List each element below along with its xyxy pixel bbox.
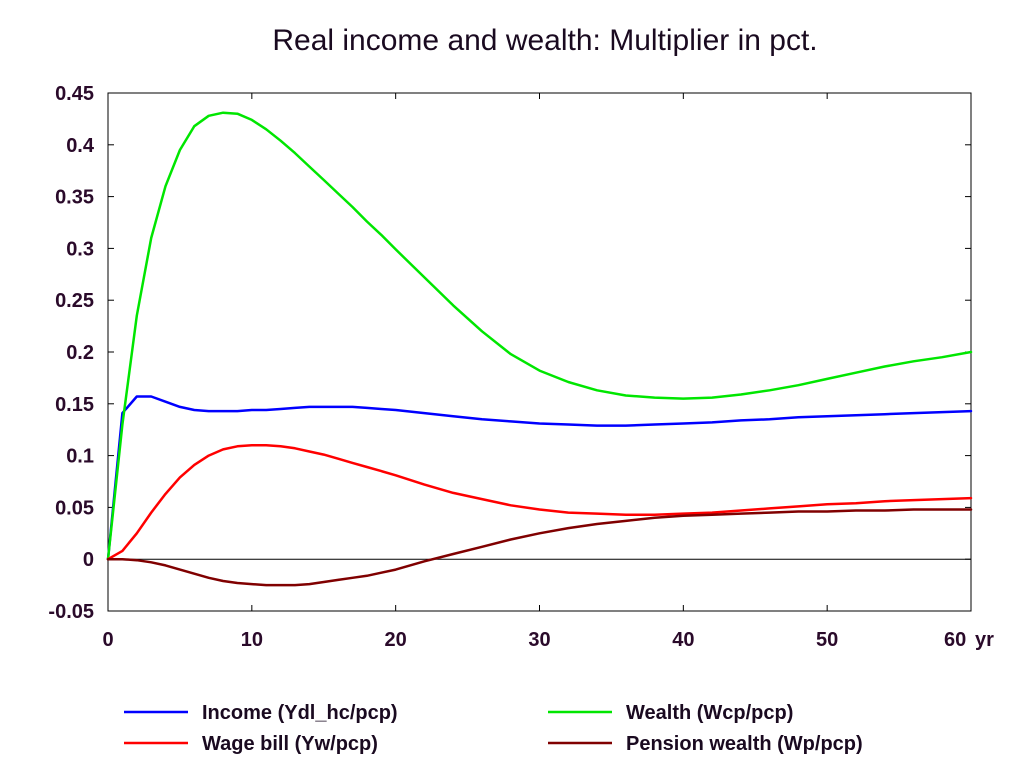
x-tick-label: 40 — [672, 629, 694, 651]
series-line-2 — [106, 443, 973, 561]
legend-label-0: Income (Ydl_hc/pcp) — [202, 702, 398, 724]
y-tick-label: 0.15 — [55, 394, 94, 416]
y-tick-label: 0.35 — [55, 187, 94, 209]
y-tick-label: 0 — [83, 549, 94, 571]
x-unit-label: yr — [975, 629, 994, 651]
x-tick-label: 0 — [102, 629, 113, 651]
x-tick-label: 10 — [241, 629, 263, 651]
series-line-3 — [106, 508, 973, 587]
legend-label-2: Wage bill (Yw/pcp) — [202, 733, 378, 755]
series-lines — [106, 111, 973, 587]
x-axis: 0 10 20 30 40 50 60 yr — [102, 93, 994, 651]
y-tick-label: 0.05 — [55, 497, 94, 519]
y-tick-label: 0.2 — [66, 342, 94, 364]
legend-label-1: Wealth (Wcp/pcp) — [626, 702, 793, 724]
y-tick-label: 0.4 — [66, 135, 95, 157]
legend: Income (Ydl_hc/pcp) Wealth (Wcp/pcp) Wage … — [124, 702, 863, 755]
y-tick-label: 0.45 — [55, 83, 94, 105]
y-axis: -0.05 0 0.05 0.1 0.15 0.2 0.25 0.3 0.35 0.4 0.45 — [48, 83, 971, 623]
y-tick-label: 0.1 — [66, 446, 94, 468]
chart-title: Real income and wealth: Multiplier in pc… — [272, 24, 817, 57]
y-tick-label: -0.05 — [48, 601, 94, 623]
x-tick-label: 50 — [816, 629, 838, 651]
legend-label-3: Pension wealth (Wp/pcp) — [626, 733, 863, 755]
x-tick-label: 20 — [385, 629, 407, 651]
series-line-0 — [106, 395, 973, 561]
series-line-1 — [106, 111, 973, 561]
y-tick-label: 0.3 — [66, 238, 94, 260]
x-tick-label: 60 — [944, 629, 966, 651]
y-tick-label: 0.25 — [55, 290, 94, 312]
x-tick-label: 30 — [528, 629, 550, 651]
